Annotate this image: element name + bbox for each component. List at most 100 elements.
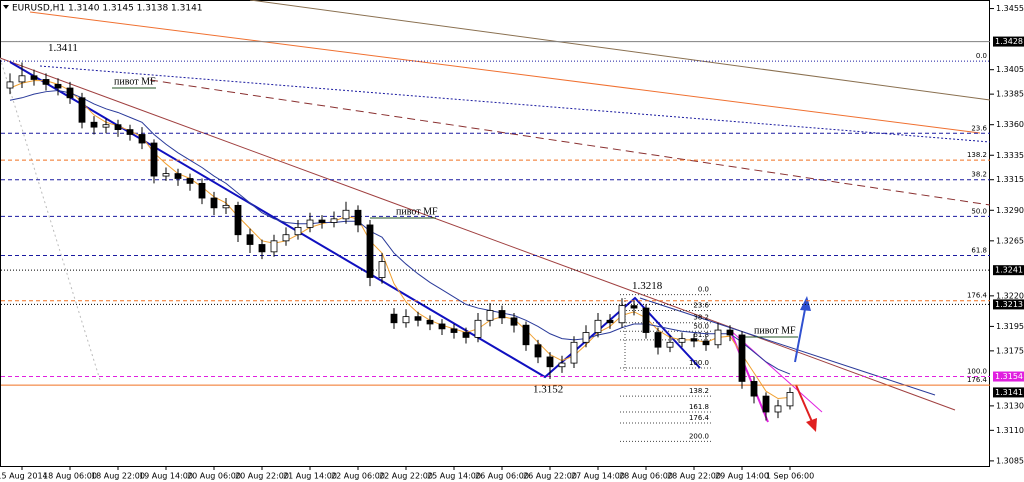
candle-body	[558, 362, 566, 368]
candle-body	[594, 319, 602, 333]
price-box-label: 1.3154	[995, 372, 1023, 381]
y-tick-label: 1.3405	[996, 65, 1024, 74]
candle-body	[390, 313, 398, 324]
x-tick-label: 29 Aug 14:00	[715, 472, 769, 481]
candle-body	[462, 332, 470, 338]
fib-label: 161.8	[689, 403, 709, 411]
x-tick-label: 18 Aug 22:00	[91, 472, 145, 481]
price-box	[993, 371, 1024, 382]
y-tick-label: 1.3195	[996, 322, 1024, 331]
candle-body	[414, 316, 422, 321]
x-tick-label: 28 Aug 22:00	[667, 472, 721, 481]
x-tick-label: 1 Sep 06:00	[766, 472, 814, 481]
candle-body	[534, 344, 542, 358]
fib-label: 176.4	[689, 414, 710, 422]
candle-body	[678, 338, 686, 343]
price-box-label: 1.3213	[995, 300, 1023, 309]
candle-body	[666, 341, 674, 348]
candle-body	[102, 124, 110, 128]
candle-body	[450, 328, 458, 333]
trend-line	[149, 79, 991, 206]
menu-icon[interactable]	[3, 5, 9, 9]
x-tick-label: 22 Aug 06:00	[331, 472, 385, 481]
fib-label: 138.2	[689, 387, 709, 395]
candle-body	[66, 87, 74, 99]
arrow-down	[795, 384, 817, 432]
candle-body	[522, 324, 530, 346]
level-label: 138.2	[967, 151, 987, 159]
y-tick-label: 1.3315	[996, 175, 1024, 184]
x-tick-label: 20 Aug 22:00	[235, 472, 289, 481]
candle-body	[54, 83, 62, 89]
candle-body	[342, 209, 350, 220]
candle-body	[222, 204, 230, 209]
level-label: 50.0	[971, 207, 987, 215]
candle-body	[486, 310, 494, 321]
y-tick-label: 1.3360	[996, 120, 1024, 129]
price-annotation: 1.3152	[533, 384, 563, 396]
candle-body	[234, 204, 242, 236]
y-tick-label: 1.3175	[996, 346, 1024, 355]
candle-body	[30, 75, 38, 80]
candle-body	[330, 218, 338, 223]
candle-body	[354, 209, 362, 226]
candle-body	[114, 124, 122, 130]
y-tick-label: 1.3265	[996, 236, 1024, 245]
price-box-label: 1.3241	[995, 266, 1023, 275]
candle-body	[174, 173, 182, 179]
candle-body	[246, 234, 254, 245]
trend-line	[0, 57, 101, 381]
price-box-label: 1.3428	[995, 37, 1023, 46]
price-annotation: 1.3218	[632, 280, 663, 292]
y-tick-label: 1.3220	[996, 291, 1024, 300]
price-box	[993, 299, 1024, 310]
level-label: 61.8	[971, 247, 987, 255]
candle-body	[186, 178, 194, 184]
arrow-up	[794, 296, 811, 363]
y-tick-label: 1.3085	[996, 456, 1024, 465]
level-label: 176.4	[967, 376, 988, 384]
candle-body	[474, 319, 482, 338]
x-tick-label: 22 Aug 22:00	[379, 472, 433, 481]
candle-body	[582, 332, 590, 343]
candle-body	[378, 261, 386, 278]
x-tick-label: 21 Aug 14:00	[283, 472, 337, 481]
x-tick-label: 26 Aug 22:00	[523, 472, 577, 481]
trend-line	[39, 65, 991, 143]
candle-body	[366, 224, 374, 278]
price-box	[993, 36, 1024, 47]
candle-body	[786, 392, 794, 407]
price-box	[993, 265, 1024, 276]
candle-body	[606, 319, 614, 324]
y-tick-label: 1.3130	[996, 401, 1024, 410]
fib-label: 50.0	[693, 322, 709, 330]
candle-body	[498, 310, 506, 319]
price-box	[993, 387, 1024, 398]
fib-label: 0.0	[698, 286, 709, 294]
candle-body	[258, 244, 266, 253]
candle-body	[138, 134, 146, 144]
candle-body	[150, 142, 158, 177]
pivot-label: пивот MF	[396, 206, 438, 217]
x-tick-label: 15 Aug 2014	[0, 472, 48, 481]
candle-body	[438, 323, 446, 330]
level-label: 0.0	[976, 52, 987, 60]
plot-frame	[0, 0, 990, 467]
fib-label: 100.0	[689, 359, 709, 367]
fib-label: 61.8	[693, 331, 709, 339]
trend-line	[249, 0, 991, 101]
candle-body	[774, 405, 782, 413]
candle-body	[78, 97, 86, 123]
pivot-label: пивот MF	[114, 76, 156, 87]
candle-body	[630, 305, 638, 309]
candle-body	[306, 219, 314, 228]
x-tick-label: 18 Aug 06:00	[43, 472, 97, 481]
candle-body	[750, 381, 758, 397]
y-tick-label: 1.3110	[996, 426, 1024, 435]
pivot-label: пивот MF	[754, 325, 796, 336]
trend-line	[29, 11, 981, 134]
chart-title: EURUSD,H1 1.3140 1.3145 1.3138 1.3141	[12, 4, 203, 14]
x-tick-label: 28 Aug 06:00	[619, 472, 673, 481]
candle-body	[642, 307, 650, 333]
